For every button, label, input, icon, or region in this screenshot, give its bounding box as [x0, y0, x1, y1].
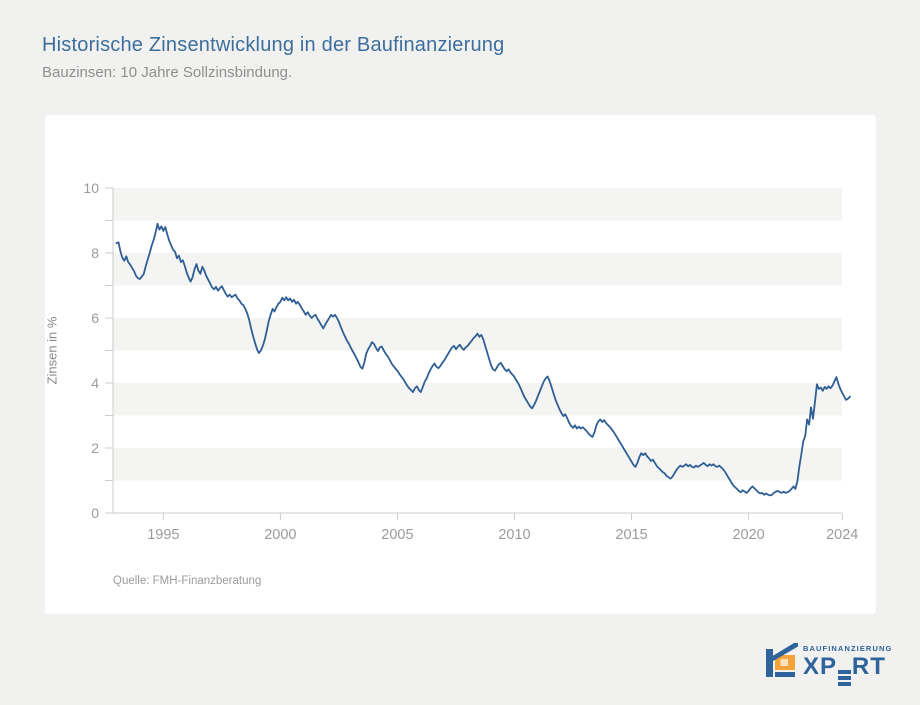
- y-tick-label: 4: [91, 375, 99, 391]
- x-axis-ticks: 1995 2000 2005 2010 2015 2020 2024: [147, 513, 858, 543]
- logo-e-bars-glyph: [837, 670, 852, 687]
- page-subtitle: Bauzinsen: 10 Jahre Sollzinsbindung.: [42, 64, 293, 81]
- x-tick-label: 2005: [381, 527, 413, 543]
- chart-card: 0 2 4 6 8 10 1995 2000 2005 2010 2015 2020 2024 Zins…: [45, 115, 876, 614]
- source-note: Quelle: FMH-Finanzberatung: [113, 575, 262, 587]
- x-tick-label: 2024: [826, 527, 858, 543]
- logo-brand-main: XP RT: [803, 654, 892, 687]
- y-axis-title: Zinsen in %: [44, 316, 60, 385]
- x-tick-label: 2015: [615, 527, 647, 543]
- interest-rate-line: [115, 222, 851, 497]
- x-tick-label: 2000: [264, 527, 296, 543]
- logo-brand-top: BAUFINANZIERUNG: [803, 644, 893, 653]
- y-tick-label: 6: [91, 310, 99, 326]
- page-title: Historische Zinsentwicklung in der Baufi…: [42, 34, 505, 56]
- y-tick-label: 2: [91, 440, 99, 456]
- y-tick-label: 10: [83, 180, 99, 196]
- logo-house-icon: [766, 643, 798, 677]
- x-tick-label: 1995: [147, 527, 179, 543]
- y-tick-label: 8: [91, 245, 99, 261]
- x-tick-label: 2010: [498, 527, 530, 543]
- interest-rate-chart: 0 2 4 6 8 10 1995 2000 2005 2010 2015 2020 2024: [83, 180, 858, 543]
- logo-text: BAUFINANZIERUNG XP RT: [803, 642, 893, 687]
- grid-bands: [113, 188, 842, 481]
- x-tick-label: 2020: [732, 527, 764, 543]
- y-axis-ticks: 0 2 4 6 8 10: [83, 180, 113, 521]
- header: Historische Zinsentwicklung in der Baufi…: [42, 34, 504, 81]
- brand-logo: BAUFINANZIERUNG XP RT: [766, 642, 893, 687]
- y-tick-label: 0: [91, 505, 99, 521]
